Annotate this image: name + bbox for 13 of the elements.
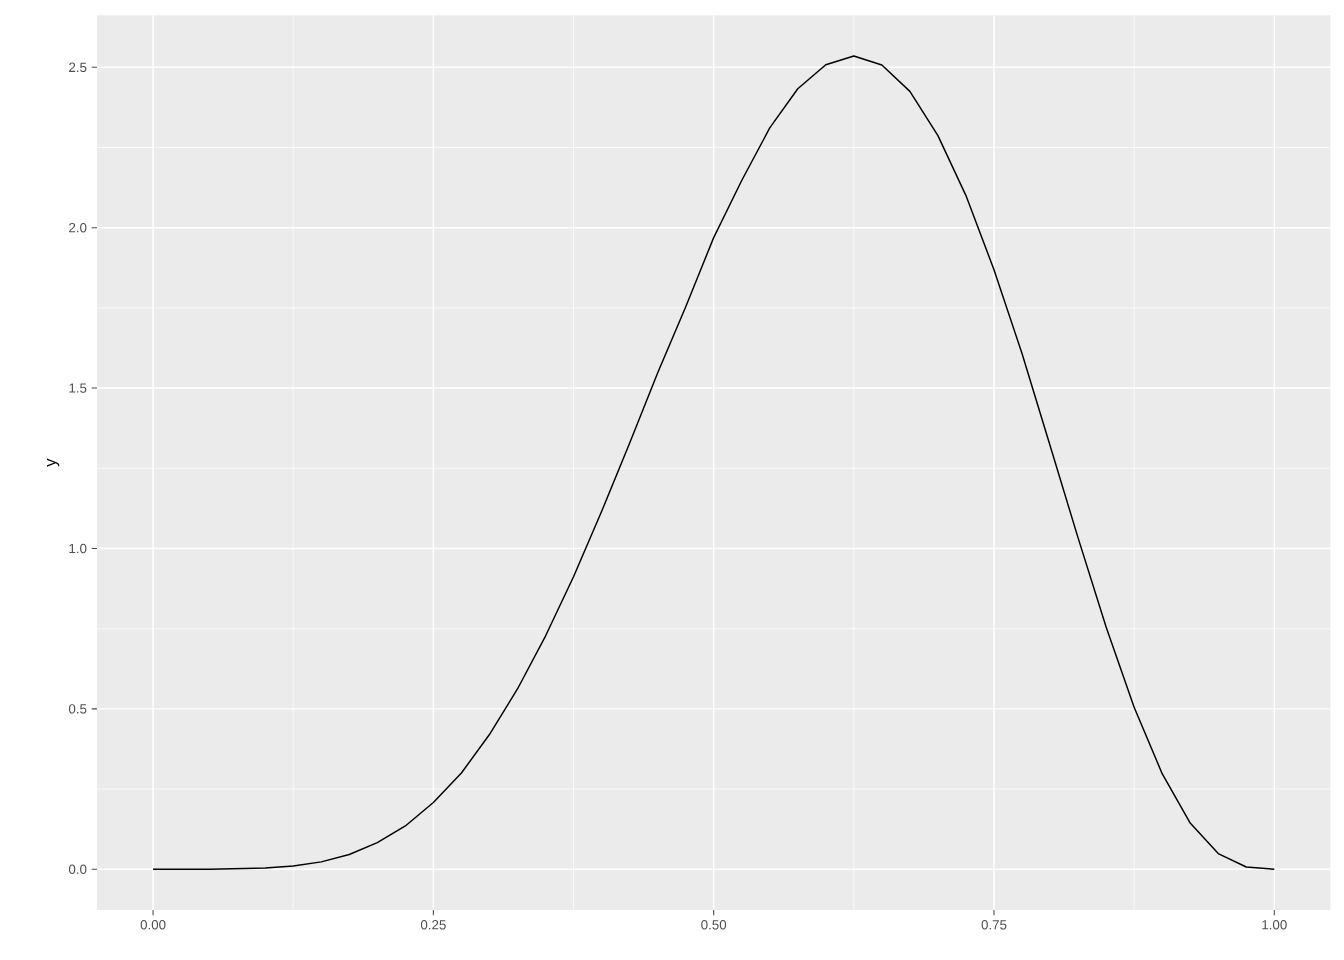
x-tick-label: 0.50 bbox=[701, 920, 727, 930]
x-tick-label: 0.00 bbox=[140, 920, 166, 930]
y-axis-title: y bbox=[47, 458, 60, 467]
x-tick-label: 0.25 bbox=[420, 920, 446, 930]
x-tick-label: 0.75 bbox=[981, 920, 1007, 930]
x-tick-label: 1.00 bbox=[1262, 920, 1287, 930]
line-series bbox=[152, 55, 1276, 870]
y-tick-label: 0.0 bbox=[68, 864, 87, 874]
y-tick-label: 2.5 bbox=[69, 62, 87, 72]
y-tick-label: 1.0 bbox=[69, 543, 87, 554]
y-tick-label: 2.0 bbox=[69, 222, 87, 233]
y-tick-label: 0.5 bbox=[68, 704, 87, 714]
y-tick-label: 1.5 bbox=[69, 383, 87, 393]
